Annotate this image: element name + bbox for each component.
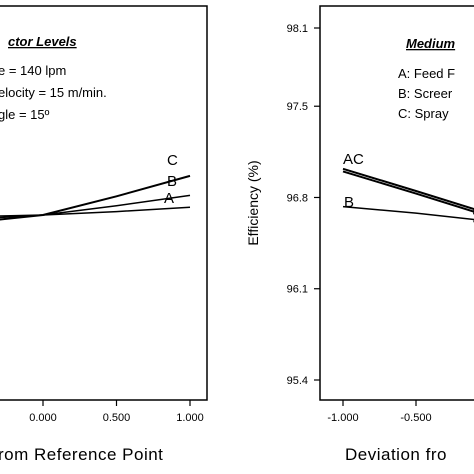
right-legend-title: Medium [406,36,456,51]
right-y-tick-label: 97.5 [287,101,308,113]
right-series-line-c [342,167,474,212]
right-y-tick-label: 96.1 [287,284,308,296]
left-x-tick-label: 0.000 [29,412,57,424]
left-x-tick-label: 0.500 [103,412,131,424]
right-y-tick-label: 95.4 [287,375,308,387]
right-plot-frame [319,5,474,401]
left-x-tick-label: 1.000 [176,412,204,424]
right-legend-line-3: C: Spray [398,106,449,121]
right-series-line-b [342,205,474,223]
left-series-group [0,174,191,221]
left-legend-line-1: e = 140 lpm [0,63,66,78]
right-y-tick-label: 96.8 [287,192,308,204]
right-legend-line-1: A: Feed F [398,66,455,81]
left-legend-line-2: elocity = 15 m/min. [0,85,107,100]
left-series-line-a [0,206,191,217]
right-series-group [342,167,474,223]
right-y-tick-label: 98.1 [287,23,308,35]
right-curve-label-ac: AC [343,151,364,168]
left-curve-label-b: B [167,173,177,190]
right-series-line-a [342,170,474,215]
right-x-axis-title: Deviation fro [345,445,447,464]
right-y-axis: 98.1 97.5 96.8 96.1 95.4 [287,23,320,387]
left-x-axis-title: rom Reference Point [0,445,163,464]
left-curve-label-a: A [164,190,174,207]
left-legend-line-3: gle = 15º [0,107,50,122]
left-legend-title: ctor Levels [8,34,77,49]
right-chart-panel: 98.1 97.5 96.8 96.1 95.4 -1.000 -0.500 Effici… [245,5,474,464]
left-curve-label-c: C [167,152,178,169]
left-plot-frame [0,5,208,401]
left-chart-panel: 0.000 0.500 1.000 ctor Levels e = 140 lpm … [0,5,208,464]
right-x-tick-label: -0.500 [400,412,431,424]
right-x-tick-label: -1.000 [327,412,358,424]
right-curve-label-b: B [344,194,354,211]
right-x-axis: -1.000 -0.500 [327,400,432,424]
right-legend-line-2: B: Screer [398,86,453,101]
left-x-axis: 0.000 0.500 1.000 [29,400,204,424]
right-y-axis-title: Efficiency (%) [245,160,261,245]
